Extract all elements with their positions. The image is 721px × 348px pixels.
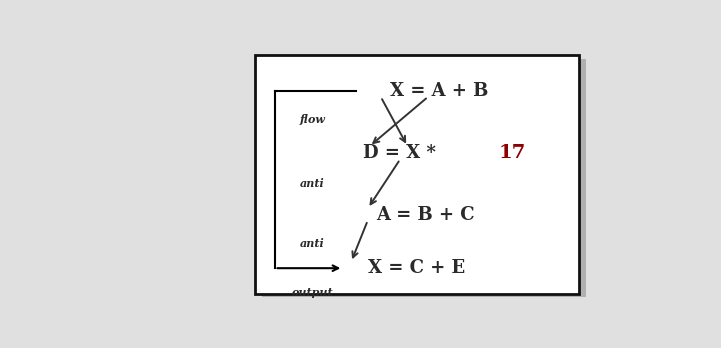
Text: 17: 17 bbox=[498, 144, 526, 162]
Text: X = A + B: X = A + B bbox=[390, 82, 489, 100]
Bar bbox=[262, 59, 586, 297]
Text: flow: flow bbox=[300, 114, 326, 125]
Text: output: output bbox=[291, 287, 333, 298]
Text: anti: anti bbox=[300, 178, 324, 189]
Text: A = B + C: A = B + C bbox=[376, 206, 474, 224]
Text: D = X *: D = X * bbox=[363, 144, 443, 162]
Text: X = C + E: X = C + E bbox=[368, 259, 466, 277]
Bar bbox=[255, 55, 579, 294]
Text: anti: anti bbox=[300, 238, 324, 249]
